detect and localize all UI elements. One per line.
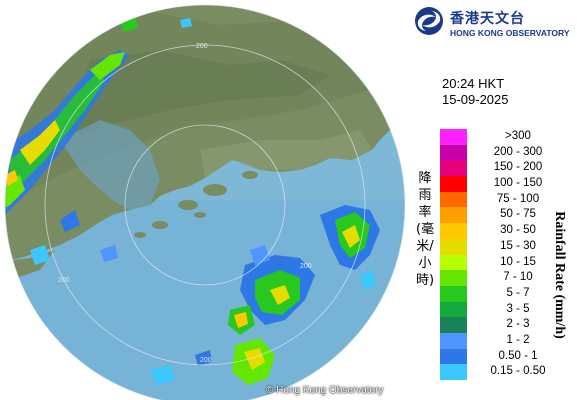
legend-swatch (440, 191, 467, 208)
legend-label: 200 - 300 (440, 145, 577, 161)
legend-label: 15 - 30 (440, 239, 577, 255)
timestamp-date: 15-09-2025 (442, 92, 509, 107)
legend-swatch (440, 207, 467, 224)
range-ring-label: 200 (196, 43, 208, 50)
legend-label: 30 - 50 (440, 223, 577, 239)
range-ring-labels: 200 200 200 200 (58, 43, 312, 364)
hko-logo-icon (415, 7, 443, 35)
legend-label: 50 - 75 (440, 207, 577, 223)
legend-label-text: 50 - 75 (500, 208, 536, 221)
legend-label-text: >300 (505, 130, 531, 142)
legend-label: 100 - 150 (440, 176, 577, 192)
legend-label-text: 7 - 10 (503, 271, 533, 284)
legend-label: 3 - 5 (440, 302, 577, 318)
legend-swatch (440, 301, 467, 318)
range-ring-label: 200 (300, 263, 312, 270)
range-ring-label: 200 (58, 277, 70, 284)
legend-label: 0.15 - 0.50 (440, 364, 577, 380)
range-ring-label: 200 (200, 357, 212, 364)
radar-map-canvas: 200 200 200 200 (4, 4, 406, 400)
legend-swatch (440, 238, 467, 255)
legend-label-text: 15 - 30 (500, 239, 536, 252)
legend-title-cn: 降雨率(毫米/小時) (416, 171, 435, 288)
rain-echo-west (5, 50, 130, 265)
legend-label: 150 - 200 (440, 160, 577, 176)
timestamp-time: 20:24 HKT (442, 76, 505, 91)
legend-label: 75 - 100 (440, 192, 577, 208)
legend-label-text: 100 - 150 (493, 177, 543, 190)
legend-swatch (440, 176, 467, 192)
legend-swatch (440, 285, 467, 302)
legend-label-text: 30 - 50 (500, 224, 536, 237)
legend-swatch (440, 144, 467, 161)
legend-label: 10 - 15 (440, 255, 577, 271)
copyright-text: © Hong Kong Observatory (266, 385, 384, 396)
legend-swatch (440, 364, 467, 380)
legend-swatch (440, 348, 467, 365)
range-rings (4, 4, 406, 400)
legend-label: 5 - 7 (440, 286, 577, 302)
legend-label: 1 - 2 (440, 333, 577, 349)
legend-swatch (440, 254, 467, 271)
legend-label: >300 (440, 129, 577, 145)
legend-swatch (440, 270, 467, 286)
radar-map[interactable]: 200 200 200 200 © Hong Kong Observatory (0, 0, 406, 400)
legend-label-text: 5 - 7 (506, 286, 530, 299)
legend-swatch (440, 160, 467, 177)
rain-echo-southeast (150, 205, 380, 386)
legend-label-text: 200 - 300 (493, 145, 543, 158)
hko-logo[interactable]: 香港天文台 HONG KONG OBSERVATORY (414, 6, 574, 46)
legend-label-text: 10 - 15 (500, 255, 536, 268)
legend-label: 0.50 - 1 (440, 349, 577, 365)
legend-label-text: 2 - 3 (506, 318, 530, 331)
legend-label: 2 - 3 (440, 317, 577, 333)
logo-text-cn: 香港天文台 (450, 11, 525, 27)
legend-swatch (440, 317, 467, 333)
legend-swatch (440, 223, 467, 239)
legend-label-text: 1 - 2 (506, 333, 530, 346)
info-panel: 香港天文台 HONG KONG OBSERVATORY 20:24 HKT 15… (406, 0, 577, 400)
legend-swatch (440, 332, 467, 349)
legend-label-text: 3 - 5 (506, 302, 530, 315)
legend-label-text: 0.50 - 1 (498, 349, 538, 362)
legend-label: 7 - 10 (440, 270, 577, 286)
legend-label-text: 150 - 200 (493, 161, 543, 174)
legend-label-text: 75 - 100 (496, 192, 540, 205)
legend-swatch (440, 129, 467, 145)
logo-text-en: HONG KONG OBSERVATORY (450, 28, 570, 38)
legend-label-text: 0.15 - 0.50 (490, 365, 546, 378)
